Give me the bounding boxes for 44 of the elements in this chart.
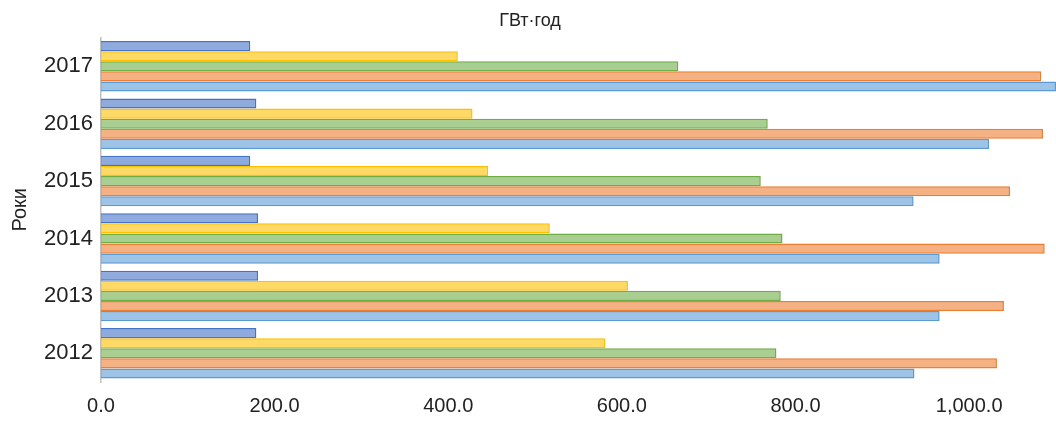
bar [100,280,628,291]
bar [100,98,257,109]
bar [100,243,1045,254]
bar [100,81,1056,92]
bar [100,108,473,119]
bar [100,165,489,177]
x-tick-label: 600.0 [596,393,647,416]
bar [100,128,1043,139]
bar [100,196,914,207]
bar [100,186,1010,197]
x-tick-label: 200.0 [249,393,300,416]
bar [100,311,940,322]
bar [100,71,1042,82]
bar [100,61,679,72]
bar [100,300,1004,312]
bar [100,213,259,224]
bar [100,253,940,264]
bar [100,155,251,166]
bar [100,368,915,379]
y-tick-label: 2013 [43,281,93,307]
bar [100,233,783,244]
chart-title: ГВт·год [499,9,562,30]
bar [100,51,458,62]
bar [100,138,990,149]
y-tick-label: 2012 [43,339,93,365]
bar [100,270,259,281]
y-axis-title: Роки [7,188,30,232]
bar [100,338,606,349]
y-tick-label: 2017 [43,52,93,78]
y-tick-label: 2014 [43,224,93,250]
x-tick-label: 0.0 [87,393,115,416]
bar [100,290,781,301]
x-tick-label: 400.0 [423,393,474,416]
x-tick-label: 800.0 [770,393,821,416]
x-tick-label: 1,000.0 [935,393,1003,416]
bar [100,223,550,234]
bar [100,358,997,369]
y-tick-label: 2015 [43,167,93,193]
bar [100,348,777,359]
bar [100,328,257,339]
y-tick-label: 2016 [43,109,93,135]
bar [100,118,768,129]
bar [100,41,251,52]
bar [100,176,761,187]
